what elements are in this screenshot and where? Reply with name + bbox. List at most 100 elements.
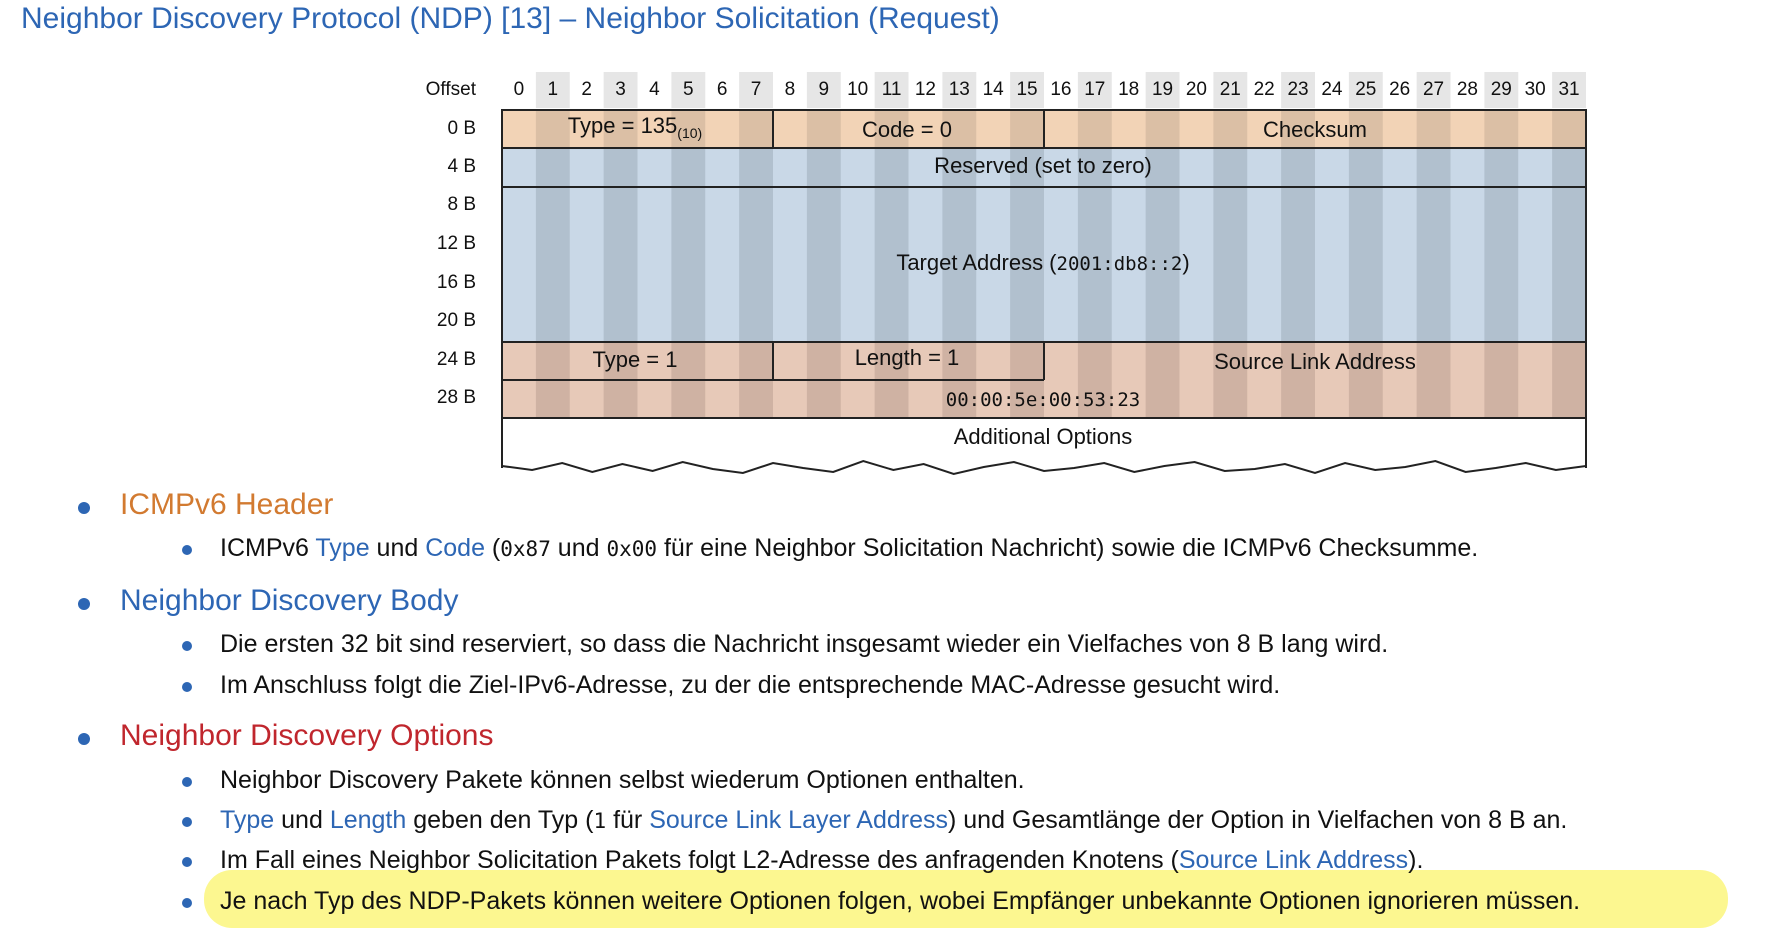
nd-option-section-stripe: [1247, 342, 1282, 418]
bit-number: 6: [716, 79, 728, 100]
text: geben den Typ (: [406, 806, 594, 834]
row-offset: 16 B: [436, 272, 476, 293]
field-target-label: Target Address (: [896, 250, 1057, 275]
bit-number: 8: [784, 79, 796, 100]
bullet-icmp-header: ICMPv6 Header: [78, 488, 333, 522]
bit-number: 27: [1422, 79, 1445, 100]
text: Die ersten 32 bit sind reserviert, so da…: [220, 630, 1389, 658]
row-offset: 4 B: [447, 156, 476, 177]
bullet-nd-body-label: Neighbor Discovery Body: [120, 584, 459, 617]
row-offset: 8 B: [447, 194, 476, 215]
icmp-header-section-stripe: [1111, 110, 1147, 148]
nd-body-section-stripe: [1518, 148, 1553, 342]
nd-body-section-stripe: [806, 148, 842, 342]
nd-option-section-stripe: [1213, 342, 1248, 418]
nd-option-section-stripe: [1179, 342, 1214, 418]
bullet-nd-options-label: Neighbor Discovery Options: [120, 719, 494, 752]
icmp-header-section-stripe: [671, 110, 706, 148]
field-target-address: Target Address (2001:db8::2): [896, 250, 1189, 276]
text: ICMPv6: [220, 534, 316, 562]
nd-body-section-stripe: [773, 148, 808, 342]
text: und: [369, 534, 426, 562]
highlight-marker: [204, 870, 1728, 928]
nd-option-section-stripe: [1145, 342, 1180, 418]
icmp-header-section-stripe: [1247, 110, 1282, 148]
field-type-135: Type = 135(10): [568, 113, 702, 141]
bit-number: 7: [750, 79, 762, 100]
nd-body-section-stripe: [1382, 148, 1418, 342]
text: (: [484, 534, 501, 562]
text: und: [550, 534, 607, 562]
bit-number: 10: [847, 79, 869, 100]
bit-number: 11: [881, 79, 902, 100]
bullet-nd-body-sub1: Die ersten 32 bit sind reserviert, so da…: [182, 630, 1389, 659]
icmp-header-section-stripe: [1179, 110, 1214, 148]
bullet-dot-icon: [182, 898, 192, 908]
bullet-nd-opt-sub1: Neighbor Discovery Pakete können selbst …: [182, 766, 1025, 795]
bit-column-shade: [671, 72, 706, 108]
nd-body-section-stripe: [1416, 148, 1451, 342]
nd-body-section-stripe: [1077, 148, 1113, 342]
bullet-dot-icon: [78, 502, 90, 514]
bit-number: 2: [581, 79, 592, 100]
icmp-header-section-stripe: [1484, 110, 1519, 148]
icmp-header-section-stripe: [840, 110, 876, 148]
bit-number: 1: [547, 79, 559, 100]
icmp-header-section-stripe: [1552, 110, 1587, 148]
bullet-dot-icon: [182, 682, 192, 692]
bullet-dot-icon: [182, 545, 192, 555]
nd-body-section-stripe: [502, 148, 537, 342]
ndp-packet-diagram: Offset 0 1 2 3 4 5 6 7 8 9 10 11 12 13 14 15 16 17 18 19 20 2…: [426, 72, 1587, 476]
nd-option-section-stripe: [1552, 342, 1587, 418]
bit-number: 17: [1084, 79, 1106, 100]
bit-number: 14: [982, 79, 1004, 100]
icmp-header-section-stripe: [1450, 110, 1485, 148]
hex-value: 0x00: [606, 537, 658, 561]
icmp-header-section-stripe: [874, 110, 909, 148]
packet-structure-svg: [501, 72, 1587, 476]
bullet-icmp-sub: ICMPv6 Type und Code (0x87 und 0x00 für …: [182, 534, 1478, 563]
bit-number: 18: [1118, 79, 1140, 100]
bit-column-shade: [1484, 72, 1519, 108]
nd-body-section-stripe: [976, 148, 1011, 342]
nd-body-section-stripe: [1247, 148, 1282, 342]
bit-number: 28: [1456, 79, 1479, 100]
bit-number: 9: [818, 79, 830, 100]
icmp-header-section-stripe: [603, 110, 638, 148]
bit-number: 29: [1490, 79, 1512, 100]
nd-body-section-stripe: [1213, 148, 1248, 342]
bullet-nd-opt-sub3: Im Fall eines Neighbor Solicitation Pake…: [182, 846, 1423, 875]
nd-option-section-stripe: [1416, 342, 1451, 418]
term-source-link-layer-address: Source Link Layer Address: [649, 806, 948, 834]
bit-number: 19: [1151, 79, 1174, 100]
field-checksum: Checksum: [1263, 117, 1367, 142]
icmp-header-section-stripe: [1044, 110, 1079, 148]
term-source-link-address: Source Link Address: [1178, 846, 1409, 874]
nd-body-section-stripe: [1179, 148, 1214, 342]
field-option-type: Type = 1: [592, 347, 678, 372]
field-option-length: Length = 1: [854, 345, 960, 370]
bit-number: 5: [683, 79, 694, 100]
bit-number: 12: [914, 79, 937, 100]
nd-body-section-stripe: [874, 148, 909, 342]
bullet-dot-icon: [182, 641, 192, 651]
icmp-header-section-stripe: [1348, 110, 1384, 148]
text: für: [606, 806, 650, 834]
bit-number: 23: [1287, 79, 1309, 100]
row-offset: 20 B: [436, 310, 476, 331]
field-code: Code = 0: [862, 117, 952, 142]
icmp-header-section-stripe: [502, 110, 537, 148]
bit-number: 3: [615, 79, 626, 100]
text: Neighbor Discovery Pakete können selbst …: [220, 766, 1025, 794]
bit-column-shade: [1077, 72, 1112, 108]
field-target-close: ): [1182, 250, 1190, 275]
nd-body-section-stripe: [705, 148, 740, 342]
text: Im Anschluss folgt die Ziel-IPv6-Adresse…: [220, 671, 1281, 699]
field-reserved: Reserved (set to zero): [934, 153, 1152, 178]
nd-body-section-stripe: [908, 148, 943, 342]
nd-body-section-stripe: [1348, 148, 1384, 342]
bit-number: 22: [1253, 79, 1275, 100]
nd-option-section-stripe: [1315, 342, 1350, 418]
nd-body-section-stripe: [1315, 148, 1350, 342]
bit-number: 21: [1219, 79, 1241, 100]
